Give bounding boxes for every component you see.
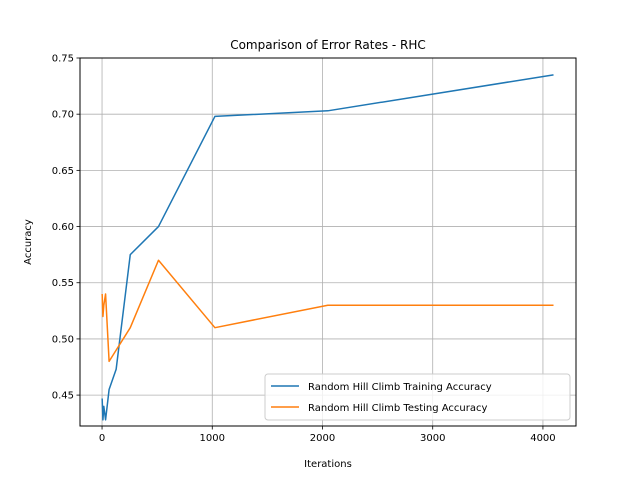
series-group [101,74,554,421]
y-tick-label: 0.45 [52,391,74,402]
series-line-1 [101,74,554,421]
legend-label-1: Random Hill Climb Training Accuracy [308,382,492,393]
y-tick-label: 0.75 [52,54,74,65]
x-tick-label: 3000 [420,433,445,444]
y-axis: 0.45 0.50 0.55 0.60 0.65 0.70 0.75 [52,54,80,402]
y-tick-label: 0.65 [52,166,74,177]
legend: Random Hill Climb Training Accuracy Rando… [264,373,571,421]
plot-frame [79,57,577,427]
y-tick-label: 0.50 [52,334,74,345]
y-tick-label: 0.70 [52,110,74,121]
series-line-2 [101,259,554,363]
x-tick-label: 0 [99,433,105,444]
x-axis-label: Iterations [304,459,352,470]
x-tick-label: 1000 [200,433,225,444]
y-tick-label: 0.60 [52,222,74,233]
legend-label-2: Random Hill Climb Testing Accuracy [308,403,487,414]
grid [80,57,576,426]
y-axis-label: Accuracy [23,219,34,265]
x-tick-label: 4000 [530,433,555,444]
y-tick-label: 0.55 [52,278,74,289]
legend-box [264,373,571,421]
x-tick-label: 2000 [310,433,335,444]
chart-title: Comparison of Error Rates - RHC [230,38,426,52]
x-axis: 0 1000 2000 3000 4000 [99,426,556,444]
